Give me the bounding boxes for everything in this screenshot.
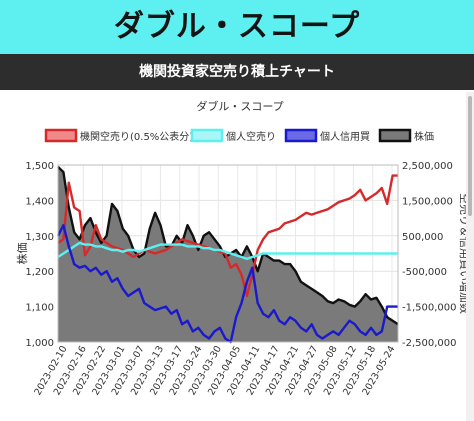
series-layer: [56, 165, 399, 344]
scrollbar-track[interactable]: [466, 92, 474, 421]
legend-swatch-0: [44, 128, 78, 143]
y-tick-label-right: -2,500,000: [402, 338, 457, 349]
y-tick-label-right: -500,000: [402, 267, 447, 278]
subtitle-bar: 機関投資家空売り積上チャート: [0, 54, 474, 90]
y-tick-label-left: 1,000: [25, 338, 54, 349]
page-subtitle: 機関投資家空売り積上チャート: [139, 64, 335, 80]
title-banner: ダブル・スコープ: [0, 0, 474, 54]
series-line-2: [56, 223, 398, 344]
legend-label-1: 個人空売り: [226, 130, 276, 143]
scrollbar-thumb[interactable]: [468, 96, 472, 216]
y-axis-title-left: 株価: [15, 243, 29, 265]
y-tick-label-right: 1,500,000: [402, 196, 453, 207]
page-title: ダブル・スコープ: [113, 9, 361, 44]
y-tick-label-left: 1,100: [25, 303, 54, 314]
y-tick-label-left: 1,200: [25, 267, 54, 278]
y-tick-label-right: 2,500,000: [402, 161, 453, 172]
legend-swatch-3: [378, 128, 412, 143]
chart-title: ダブル・スコープ: [196, 99, 283, 113]
plot-border: [57, 164, 399, 343]
y-tick-label-left: 1,300: [25, 232, 54, 243]
y-tick-label-left: 1,400: [25, 196, 54, 207]
series-line-0: [57, 174, 398, 298]
stock-chart: 1,500 2,500,000 1,400 1,500,000 1,300 500,000…: [15, 99, 472, 397]
chart-panel: 1,500 2,500,000 1,400 1,500,000 1,300 500,000…: [10, 92, 474, 421]
series-line-1: [57, 241, 398, 261]
legend-layer: 機関空売り(0.5%公表分) 個人空売り 個人信用買 株価: [44, 128, 434, 143]
legend-swatch-2: [284, 128, 318, 143]
y-tick-label-left: 1,500: [25, 161, 54, 172]
legend-swatch-1: [190, 128, 224, 143]
legend-label-2: 個人信用買: [320, 130, 370, 143]
legend-label-3: 株価: [414, 130, 434, 143]
y-tick-label-right: 500,000: [402, 232, 443, 243]
legend-label-0: 機関空売り(0.5%公表分): [80, 130, 193, 143]
series-line-3: [57, 165, 399, 326]
y-tick-label-right: -1,500,000: [402, 303, 457, 314]
